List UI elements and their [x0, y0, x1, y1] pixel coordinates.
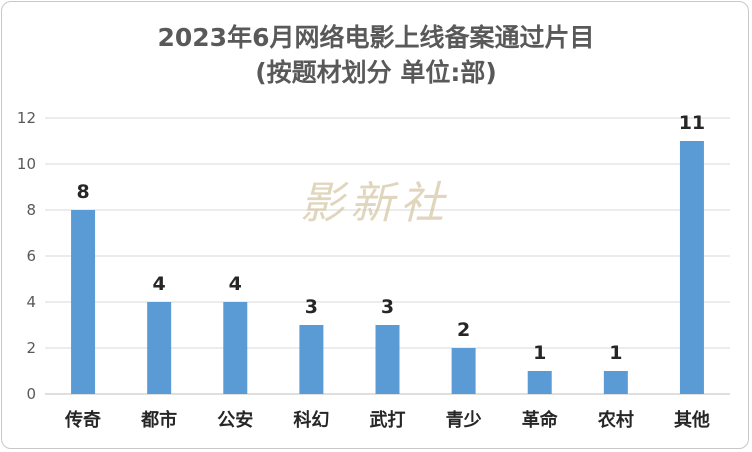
bar	[451, 348, 476, 394]
x-tick-label: 公安	[217, 409, 253, 431]
x-tick-label: 青少	[446, 410, 482, 431]
x-tick-label: 武打	[370, 409, 406, 431]
x-tick-label: 其他	[674, 409, 710, 431]
bar	[71, 210, 96, 394]
y-tick-label: 10	[17, 155, 36, 173]
bar	[603, 371, 628, 394]
y-tick-label: 0	[26, 385, 36, 403]
data-label: 4	[153, 273, 166, 295]
watermark-text: 影新社	[300, 178, 450, 229]
data-label: 2	[457, 319, 470, 341]
bar	[375, 325, 400, 394]
bar	[147, 302, 172, 394]
bar	[679, 141, 704, 394]
y-tick-label: 2	[26, 339, 36, 357]
bar	[299, 325, 324, 394]
y-tick-label: 12	[17, 109, 36, 127]
chart-title: 2023年6月网络电影上线备案通过片目	[157, 23, 595, 52]
y-tick-label: 4	[26, 293, 36, 311]
data-label: 11	[679, 112, 705, 134]
x-tick-label: 农村	[597, 409, 634, 431]
data-label: 4	[229, 273, 242, 295]
data-label: 1	[533, 342, 546, 364]
x-tick-label: 革命	[522, 409, 559, 431]
chart-subtitle: (按题材划分 单位:部)	[255, 58, 497, 87]
data-label: 3	[305, 296, 318, 318]
data-label: 3	[381, 296, 394, 318]
x-tick-label: 都市	[140, 409, 177, 431]
bar	[223, 302, 248, 394]
x-tick-label: 传奇	[64, 409, 101, 431]
y-tick-label: 8	[26, 201, 36, 219]
bar	[527, 371, 552, 394]
y-tick-label: 6	[26, 247, 36, 265]
data-label: 8	[76, 181, 89, 203]
x-tick-label: 科幻	[293, 409, 329, 431]
data-label: 1	[609, 342, 622, 364]
